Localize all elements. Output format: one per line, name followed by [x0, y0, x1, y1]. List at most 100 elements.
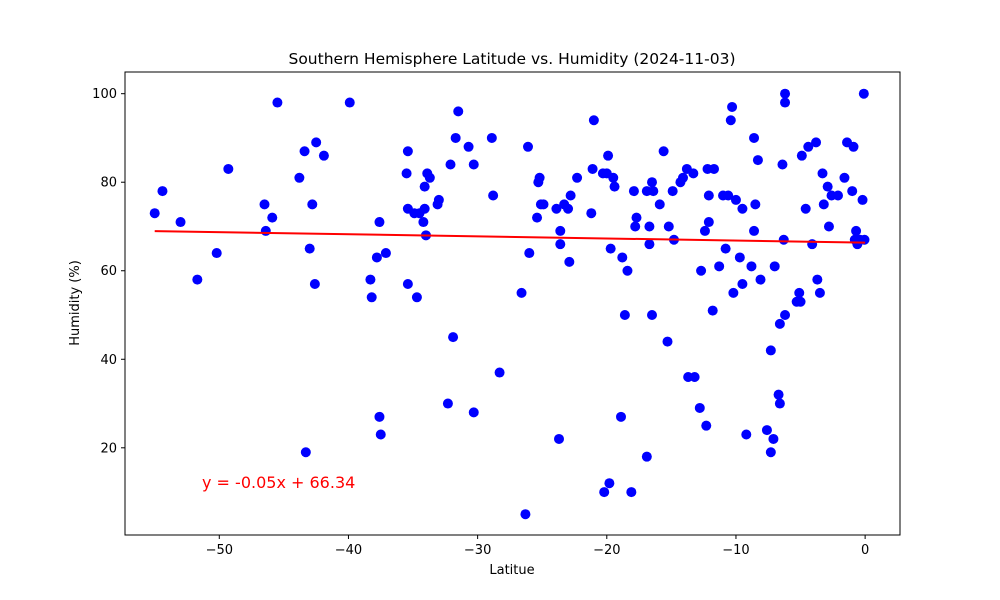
data-point — [807, 239, 818, 250]
x-axis-ticks: −50 −40 −30 −20 −10 0 — [206, 535, 869, 558]
data-point — [765, 345, 776, 356]
data-point — [847, 186, 858, 197]
x-tick-label: −30 — [464, 543, 491, 558]
data-point — [374, 411, 385, 422]
data-point — [299, 146, 310, 157]
data-point — [494, 367, 505, 378]
data-point — [667, 186, 678, 197]
data-point — [463, 141, 474, 152]
data-point — [622, 265, 633, 276]
data-point — [300, 447, 311, 458]
plot-area-frame — [124, 71, 901, 536]
data-point — [858, 88, 869, 99]
data-point — [817, 168, 828, 179]
data-point — [311, 137, 322, 148]
data-point — [211, 248, 222, 259]
data-point — [223, 163, 234, 174]
data-point — [822, 181, 833, 192]
y-tick-label: 20 — [100, 441, 117, 456]
data-point — [833, 190, 843, 201]
data-point — [411, 292, 422, 303]
data-point — [418, 217, 429, 228]
data-point — [663, 221, 674, 232]
data-point — [149, 208, 160, 219]
data-point — [709, 163, 719, 174]
data-point — [730, 194, 741, 205]
data-point — [701, 420, 712, 431]
data-point — [603, 150, 614, 161]
x-tick-label: 0 — [861, 543, 869, 558]
data-point — [780, 97, 791, 108]
data-point — [192, 274, 203, 285]
data-point — [647, 310, 657, 321]
data-point — [644, 221, 655, 232]
data-point — [848, 141, 859, 152]
data-point — [796, 150, 807, 161]
data-point — [794, 287, 805, 298]
data-point — [765, 447, 776, 458]
data-point — [707, 305, 718, 316]
data-point — [555, 225, 566, 236]
data-point — [318, 150, 329, 161]
data-point — [619, 310, 630, 321]
data-point — [727, 101, 738, 112]
data-point — [486, 132, 497, 143]
x-tick-label: −50 — [206, 543, 233, 558]
data-point — [746, 261, 757, 272]
data-point — [516, 287, 527, 298]
data-point — [267, 212, 278, 223]
data-point — [644, 239, 655, 250]
data-point — [777, 159, 788, 170]
data-point — [468, 159, 479, 170]
data-point — [259, 199, 270, 210]
data-point — [604, 478, 615, 489]
data-point — [780, 88, 791, 99]
data-point — [728, 287, 739, 298]
data-point — [857, 194, 868, 205]
data-point — [750, 199, 761, 210]
data-point — [374, 217, 385, 228]
x-tick-label: −40 — [335, 543, 362, 558]
y-tick-label: 40 — [100, 353, 117, 368]
y-axis-ticks: 20 40 60 80 100 — [92, 87, 125, 456]
data-point — [725, 115, 736, 126]
x-axis-label: Latitue — [489, 563, 534, 578]
data-point — [752, 155, 763, 166]
x-tick-label: −10 — [722, 543, 749, 558]
data-point — [365, 274, 376, 285]
data-points-layer — [149, 88, 870, 520]
data-point — [780, 310, 791, 321]
data-point — [448, 332, 459, 343]
data-point — [309, 279, 320, 290]
data-point — [419, 181, 430, 192]
data-point — [609, 181, 620, 192]
data-point — [694, 402, 705, 413]
data-point — [631, 212, 642, 223]
data-point — [380, 248, 391, 259]
data-point — [564, 256, 575, 267]
data-point — [741, 429, 752, 440]
data-point — [703, 190, 714, 201]
data-point — [658, 146, 669, 157]
data-point — [648, 186, 659, 197]
y-tick-label: 80 — [100, 176, 117, 191]
data-point — [304, 243, 315, 254]
data-point — [662, 336, 673, 347]
data-point — [599, 487, 610, 498]
data-point — [616, 411, 626, 422]
data-point — [774, 318, 785, 329]
data-point — [260, 225, 271, 236]
data-point — [630, 221, 641, 232]
data-point — [424, 172, 435, 183]
data-point — [554, 433, 564, 444]
data-point — [538, 199, 549, 210]
data-point — [371, 252, 382, 263]
data-point — [823, 221, 834, 232]
data-point — [468, 407, 479, 418]
data-point — [755, 274, 766, 285]
data-point — [563, 203, 574, 214]
data-point — [534, 172, 545, 183]
data-point — [795, 296, 806, 307]
data-point — [608, 172, 619, 183]
